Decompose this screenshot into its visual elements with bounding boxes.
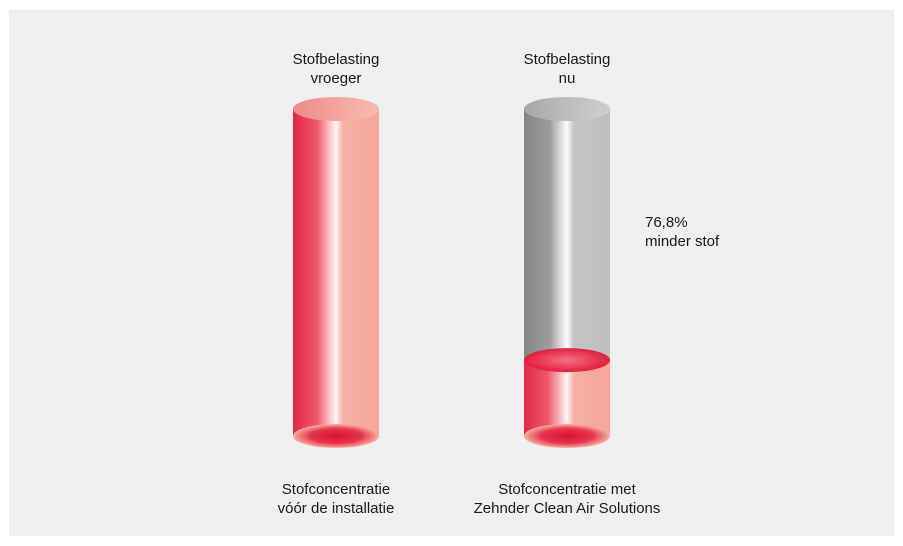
cylinder-empty-body-1 [524,109,610,361]
top-label-before: Stofbelasting vroeger [292,51,380,87]
cylinder-bottom-1 [524,424,610,448]
reduction-annotation: 76,8% minder stof [645,214,720,250]
bottom-label-now: Stofconcentratie met Zehnder Clean Air S… [473,481,661,517]
top-label-now: Stofbelasting nu [523,51,611,87]
cylinder-bottom-0 [293,424,379,448]
cylinder-fill-bar-1 [524,360,610,436]
cylinder-top-1 [524,97,610,121]
cylinder-top-0 [293,97,379,121]
chart-panel [9,10,894,536]
cylinder-fill-bar-0 [293,109,379,436]
cylinder-fill-surface-1 [524,348,610,373]
bottom-label-before: Stofconcentratie vóór de installatie [277,481,395,517]
